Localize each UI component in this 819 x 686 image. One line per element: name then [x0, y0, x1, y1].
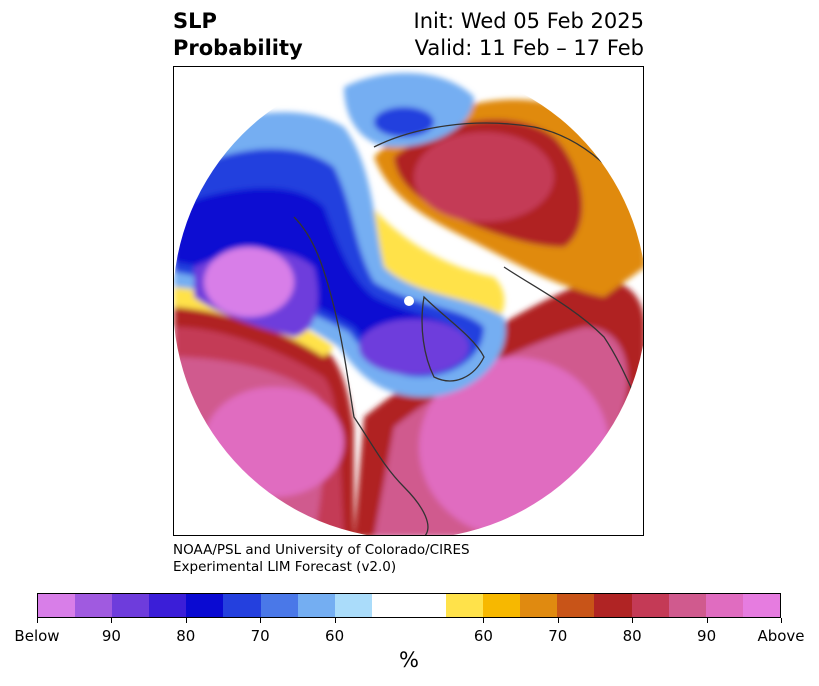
colorbar-swatch	[371, 594, 447, 617]
credit-line-2: Experimental LIM Forecast (v2.0)	[173, 559, 397, 575]
polar-map	[174, 67, 643, 535]
colorbar-tick-label: 60	[473, 627, 493, 645]
colorbar-tickmark	[632, 618, 634, 623]
colorbar-swatch	[557, 594, 595, 617]
forecast-dates: Init: Wed 05 Feb 2025 Valid: 11 Feb – 17…	[414, 8, 644, 62]
colorbar-tick-label: Below	[14, 627, 60, 645]
colorbar-swatch	[446, 594, 484, 617]
colorbar-tick-label: 80	[622, 627, 642, 645]
colorbar-swatch	[38, 594, 76, 617]
europe-low-core	[374, 107, 434, 137]
colorbar-swatch	[705, 594, 743, 617]
colorbar-tickmark	[483, 618, 485, 623]
colorbar-tick-label: 60	[325, 627, 345, 645]
north-america-coast	[293, 216, 429, 535]
colorbar-tickmark	[185, 618, 187, 623]
colorbar-unit: %	[399, 648, 419, 672]
init-date: Init: Wed 05 Feb 2025	[413, 9, 644, 33]
chart-title: SLP Probability	[173, 8, 303, 62]
colorbar-tickmark	[781, 618, 782, 623]
credit-line-1: NOAA/PSL and University of Colorado/CIRE…	[173, 542, 470, 558]
colorbar-swatch	[334, 594, 372, 617]
probability-field	[174, 67, 643, 535]
greenland-coast	[421, 295, 485, 382]
hudson-low	[359, 319, 469, 375]
colorbar-swatch	[260, 594, 298, 617]
colorbar-swatch	[223, 594, 261, 617]
colorbar-swatch	[149, 594, 187, 617]
colorbar-tick-label: 70	[250, 627, 270, 645]
colorbar-tickmark	[260, 618, 262, 623]
map-frame	[173, 66, 644, 536]
colorbar-tickmark	[706, 618, 708, 623]
colorbar-tick-label: 90	[101, 627, 121, 645]
colorbar-swatch	[631, 594, 669, 617]
colorbar-swatch	[483, 594, 521, 617]
north-pole-marker	[404, 296, 414, 306]
colorbar-tick-label: 70	[548, 627, 568, 645]
title-line-1: SLP	[173, 9, 217, 33]
colorbar-tickmark	[111, 618, 113, 623]
pacific-low-center	[204, 247, 294, 317]
valid-range: Valid: 11 Feb – 17 Feb	[414, 36, 644, 60]
colorbar-tickmark	[37, 618, 38, 623]
colorbar-swatch	[297, 594, 335, 617]
colorbar	[37, 593, 781, 618]
colorbar-tick-label: 90	[697, 627, 717, 645]
colorbar-swatch	[742, 594, 780, 617]
colorbar-tick-label: 80	[176, 627, 196, 645]
pacific-high-center	[204, 387, 344, 497]
colorbar-swatch	[186, 594, 224, 617]
colorbar-tickmark	[334, 618, 336, 623]
title-line-2: Probability	[173, 36, 303, 60]
colorbar-swatch	[112, 594, 150, 617]
colorbar-swatch	[668, 594, 706, 617]
colorbar-tickmark	[557, 618, 559, 623]
colorbar-tick-label: Above	[757, 627, 805, 645]
colorbar-swatch	[75, 594, 113, 617]
colorbar-swatch	[594, 594, 632, 617]
siberia-high-center	[414, 132, 554, 222]
colorbar-swatch	[520, 594, 558, 617]
credit: NOAA/PSL and University of Colorado/CIRE…	[173, 542, 470, 576]
